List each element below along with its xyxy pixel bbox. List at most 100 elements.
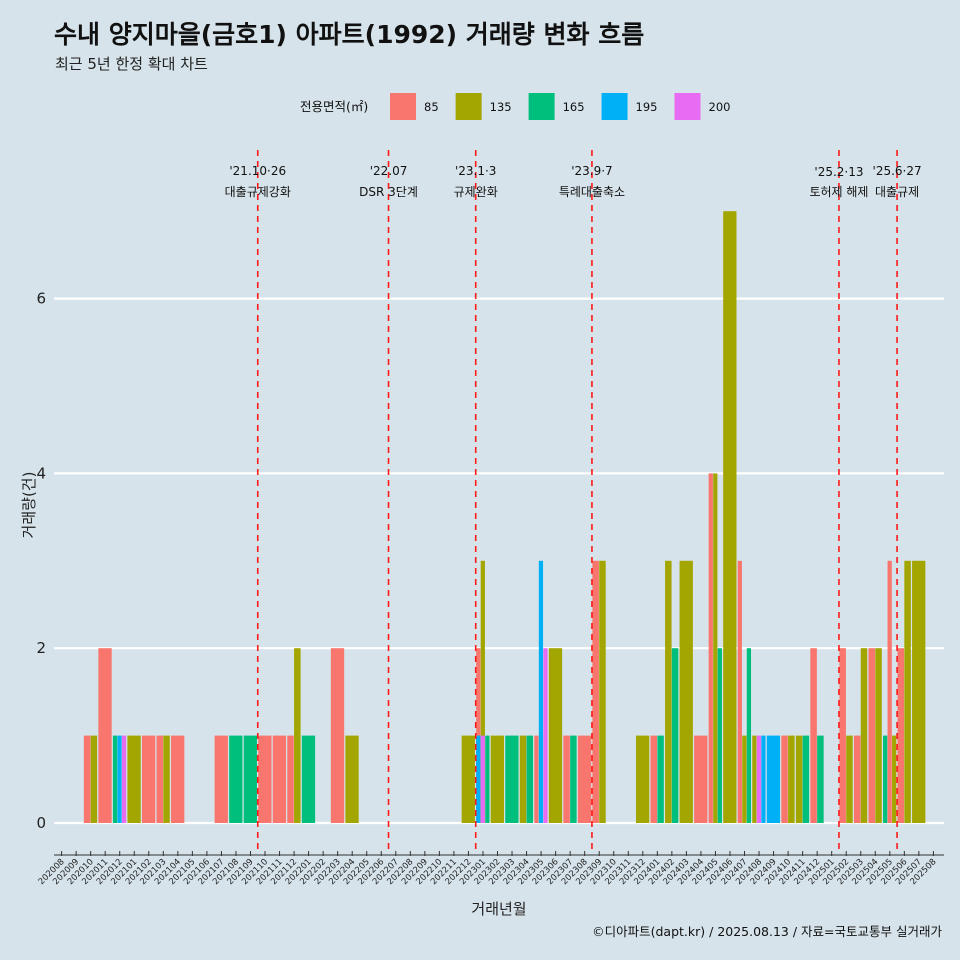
bar-202412-165	[817, 735, 824, 823]
bar-202502-135	[846, 735, 853, 823]
bar-202407-135	[742, 735, 747, 823]
bar-202410-85	[781, 735, 788, 823]
event-label: 특례대출축소	[559, 185, 625, 199]
legend: 전용면적(㎡) 85 135 165 195 200	[300, 93, 730, 120]
legend-swatch-165	[528, 93, 555, 120]
bar-202503-135	[860, 648, 868, 823]
event-date: '25.2·13	[814, 165, 863, 179]
bar-202012-195	[117, 735, 122, 823]
bar-202301-135	[480, 560, 485, 823]
bar-202404-85	[694, 735, 708, 823]
event-date: '23.1·3	[455, 164, 496, 178]
bar-202402-165	[671, 648, 679, 823]
bar-202505-135	[892, 735, 897, 823]
x-axis-title: 거래년월	[471, 900, 526, 918]
event-lines: '21.10·26 대출규제강화 '22.07 DSR 3단계 '23.1·3 규제완화 '…	[225, 150, 922, 850]
bars	[83, 211, 926, 823]
bar-202012-200	[121, 735, 127, 823]
bar-202507-135	[912, 560, 926, 823]
bar-202408-200	[756, 735, 762, 823]
y-axis: 0 2 4 6	[36, 290, 46, 832]
bar-202012-165	[112, 735, 118, 823]
bar-202312-135	[636, 735, 650, 823]
bar-202504-135	[875, 648, 882, 823]
legend-label-135: 135	[490, 100, 512, 114]
bar-202412-85	[810, 648, 817, 823]
legend-label-85: 85	[424, 100, 439, 114]
event-date: '25.6·27	[873, 164, 922, 178]
bar-202103-85	[156, 735, 164, 823]
bar-202203-85	[330, 648, 345, 823]
bar-202112-85	[287, 735, 294, 823]
event-label: 대출규제강화	[225, 185, 291, 199]
bar-202306-135	[548, 648, 563, 823]
bar-202403-135	[679, 560, 693, 823]
bar-202304-135	[519, 735, 527, 823]
bar-202409-195	[766, 735, 781, 823]
bar-202301-200	[480, 735, 485, 823]
bar-202301-195	[476, 735, 481, 823]
bar-202011-85	[98, 648, 112, 823]
bar-202010-85	[83, 735, 91, 823]
bar-202411-135	[795, 735, 803, 823]
legend-title: 전용면적(㎡)	[300, 99, 368, 114]
event-label: 대출규제	[875, 185, 919, 199]
bar-202308-85	[577, 735, 592, 823]
legend-label-200: 200	[709, 100, 731, 114]
bar-202111-85	[272, 735, 287, 823]
bar-202302-135	[490, 735, 504, 823]
bar-202301-165	[485, 735, 490, 823]
bar-202010-135	[90, 735, 98, 823]
y-tick-label: 6	[36, 290, 46, 308]
event-date: '23.9·7	[571, 164, 612, 178]
event-date: '22.07	[370, 164, 408, 178]
chart-title: 수내 양지마을(금호1) 아파트(1992) 거래량 변화 흐름	[54, 20, 644, 49]
bar-202103-135	[163, 735, 170, 823]
bar-202110-85	[258, 735, 272, 823]
bar-202405-135	[713, 473, 718, 823]
bar-202411-165	[802, 735, 810, 823]
y-tick-label: 2	[36, 639, 46, 657]
legend-label-165: 165	[563, 100, 585, 114]
bar-202505-165	[883, 735, 888, 823]
bar-202401-165	[657, 735, 664, 823]
bar-202407-85	[737, 560, 742, 823]
bar-202307-85	[563, 735, 570, 823]
bar-202503-85	[853, 735, 861, 823]
event-label: 토허제 해제	[809, 185, 868, 199]
bar-202309-85	[592, 560, 599, 823]
bar-202109-165	[243, 735, 257, 823]
bar-202410-135	[788, 735, 795, 823]
bar-202401-85	[650, 735, 658, 823]
bar-202305-200	[543, 648, 548, 823]
bar-202102-85	[141, 735, 156, 823]
bar-202407-165	[746, 648, 752, 823]
y-tick-label: 0	[36, 814, 46, 832]
bar-202309-135	[599, 560, 606, 823]
legend-swatch-200	[674, 93, 701, 120]
bar-202405-165	[717, 648, 722, 823]
bar-202108-165	[229, 735, 243, 823]
caption: ©디아파트(dapt.kr) / 2025.08.13 / 자료=국토교통부 실…	[592, 924, 942, 939]
bar-202408-135	[752, 735, 757, 823]
event-label: DSR 3단계	[359, 185, 418, 199]
bar-202204-135	[345, 735, 359, 823]
bar-202408-195	[761, 735, 766, 823]
legend-swatch-135	[455, 93, 482, 120]
legend-swatch-85	[390, 93, 416, 120]
chart-subtitle: 최근 5년 한정 확대 차트	[55, 55, 208, 73]
bar-202504-85	[868, 648, 875, 823]
event-date: '21.10·26	[229, 164, 286, 178]
bar-202502-85	[839, 648, 846, 823]
bar-202303-165	[505, 735, 519, 823]
bar-202305-85	[534, 735, 539, 823]
y-axis-title: 거래량(건)	[20, 472, 38, 539]
bar-202307-165	[570, 735, 577, 823]
legend-swatch-195	[601, 93, 628, 120]
bar-202104-85	[171, 735, 185, 823]
bar-202506-85	[897, 648, 905, 823]
bar-202402-135	[665, 560, 672, 823]
bar-202304-165	[526, 735, 534, 823]
x-axis: 2020082020092020102020112020122021012021…	[37, 851, 944, 887]
